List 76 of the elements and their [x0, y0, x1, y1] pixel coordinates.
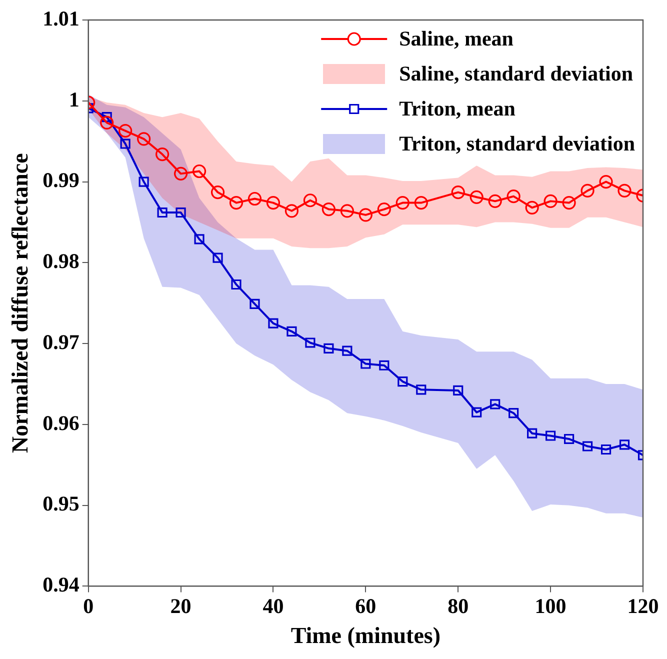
point	[176, 207, 186, 218]
point	[619, 440, 630, 450]
y-tick-label: 0.97	[42, 330, 80, 354]
x-axis-title: Time (minutes)	[290, 623, 441, 648]
point	[379, 360, 390, 370]
point	[398, 376, 408, 387]
point	[250, 298, 260, 309]
point	[360, 358, 371, 369]
point	[303, 194, 318, 208]
x-tick-label: 80	[448, 594, 469, 618]
point	[194, 234, 204, 244]
annotation: Saline, standard deviation	[399, 61, 634, 86]
point	[416, 384, 426, 395]
point	[472, 407, 482, 418]
point	[564, 434, 574, 444]
y-tick-label: 1	[68, 87, 80, 112]
point	[525, 200, 539, 214]
annotation: Triton, standard deviation	[399, 131, 636, 156]
point	[100, 116, 114, 130]
point	[358, 208, 372, 222]
x-tick-label: 100	[534, 594, 566, 618]
y-tick-label: 0.94	[42, 572, 80, 597]
point	[546, 430, 556, 441]
point	[618, 184, 632, 198]
point	[286, 326, 297, 336]
point	[210, 185, 225, 200]
point	[212, 252, 223, 263]
y-tick-label: 0.96	[42, 410, 80, 435]
x-tick-label: 120	[627, 594, 659, 618]
point	[266, 196, 280, 210]
point	[157, 207, 168, 218]
point	[138, 176, 149, 187]
point	[231, 279, 242, 290]
point	[229, 196, 244, 210]
point	[192, 164, 206, 178]
y-tick-label: 0.98	[42, 249, 80, 274]
point	[582, 441, 593, 452]
point	[396, 196, 410, 210]
point	[324, 343, 334, 354]
point	[248, 192, 262, 206]
point	[488, 194, 502, 208]
point	[342, 346, 352, 356]
legend-label: Triton, mean	[399, 96, 516, 120]
point	[490, 399, 500, 410]
point	[506, 190, 520, 204]
x-tick-label: 0	[83, 594, 94, 618]
y-tick-label: 0.99	[42, 168, 80, 192]
point	[508, 408, 519, 418]
point	[156, 147, 170, 162]
x-tick-label: 40	[262, 594, 284, 618]
point	[527, 428, 538, 438]
y-tick-label: 0.95	[42, 492, 80, 516]
point	[562, 196, 576, 210]
y-tick-label: 1.01	[42, 6, 80, 30]
x-tick-label: 60	[355, 594, 376, 618]
point	[284, 204, 299, 218]
point	[580, 184, 594, 198]
point	[120, 138, 130, 149]
point	[470, 190, 484, 204]
point	[414, 196, 428, 210]
y-axis-title: Normalized diffuse reflectance	[8, 153, 33, 453]
point	[137, 132, 151, 146]
point	[600, 444, 612, 455]
point	[340, 204, 354, 218]
point	[544, 194, 558, 208]
point	[451, 185, 465, 200]
point	[453, 385, 464, 396]
x-tick-label: 20	[170, 594, 192, 618]
point	[599, 174, 613, 189]
point	[305, 338, 316, 348]
point	[174, 166, 188, 180]
point	[322, 202, 336, 216]
point	[377, 202, 391, 216]
point	[118, 124, 132, 138]
legend-label: Saline, mean	[399, 26, 514, 50]
point	[268, 318, 278, 328]
